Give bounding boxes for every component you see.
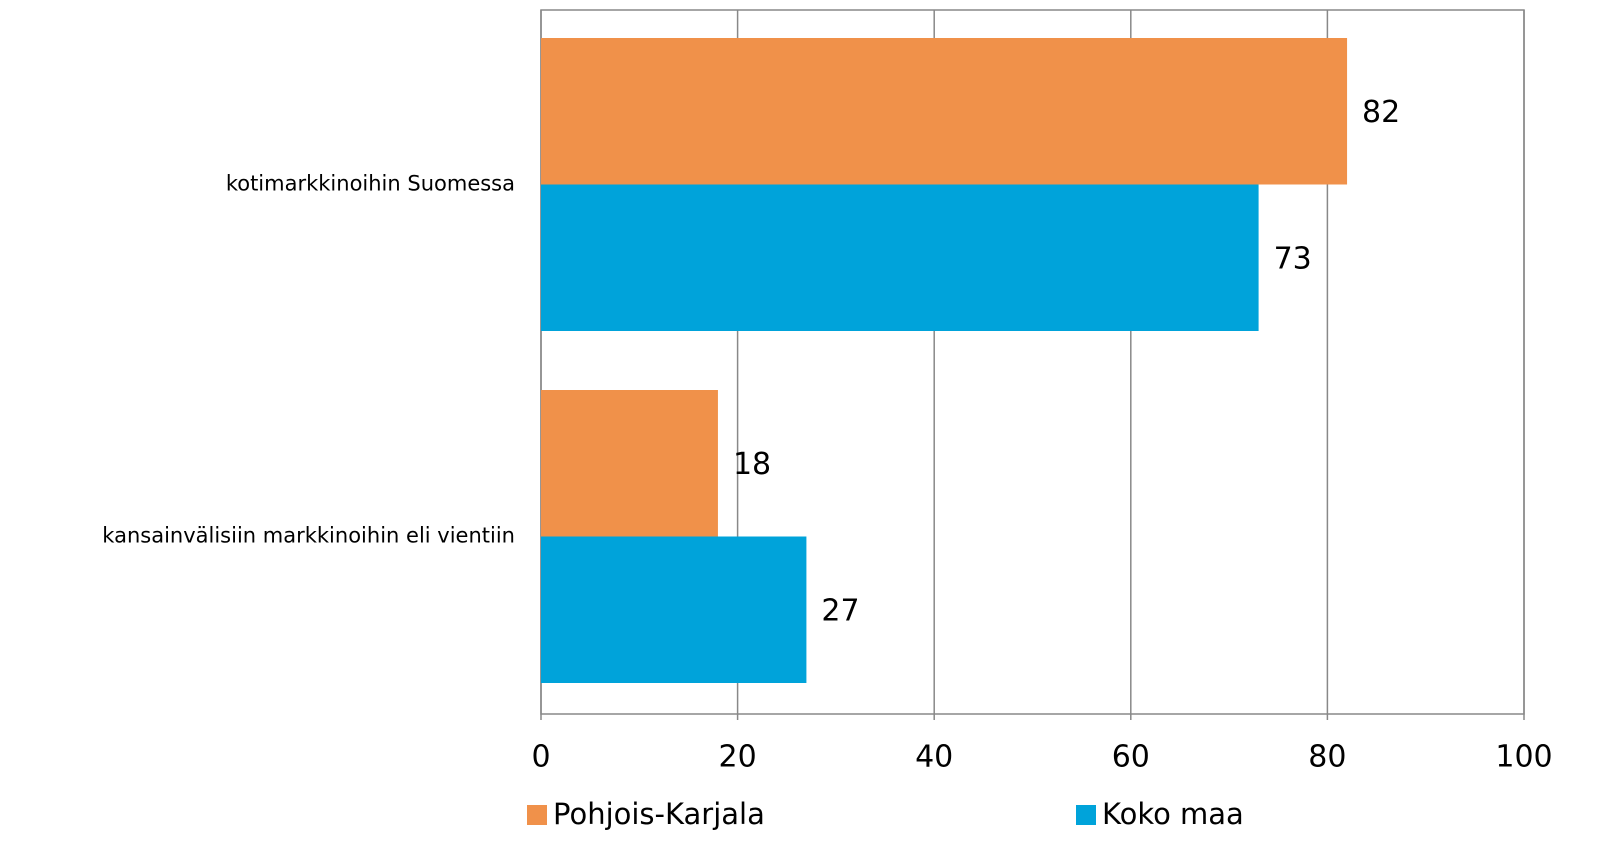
bar [541, 38, 1348, 185]
value-label: 27 [821, 593, 859, 628]
plot-frame [540, 9, 1525, 715]
value-label: 82 [1362, 95, 1400, 130]
legend-label: Koko maa [1102, 797, 1244, 831]
category-label: kotimarkkinoihin Suomessa [226, 172, 515, 196]
x-tick-label: 0 [531, 740, 550, 775]
legend-label: Pohjois-Karjala [553, 797, 765, 831]
legend-swatch [1076, 805, 1096, 825]
x-tick-label: 20 [719, 740, 757, 775]
bar [541, 536, 807, 683]
x-tick-label: 80 [1308, 740, 1346, 775]
bar [541, 390, 718, 537]
x-tick-label: 60 [1112, 740, 1150, 775]
value-label: 73 [1274, 241, 1312, 276]
value-label: 18 [733, 447, 771, 482]
legend-swatch [527, 805, 547, 825]
x-tick-label: 100 [1495, 740, 1552, 775]
category-label: kansainvälisiin markkinoihin eli vientii… [102, 524, 515, 548]
bar [541, 184, 1259, 331]
x-tick-label: 40 [915, 740, 953, 775]
